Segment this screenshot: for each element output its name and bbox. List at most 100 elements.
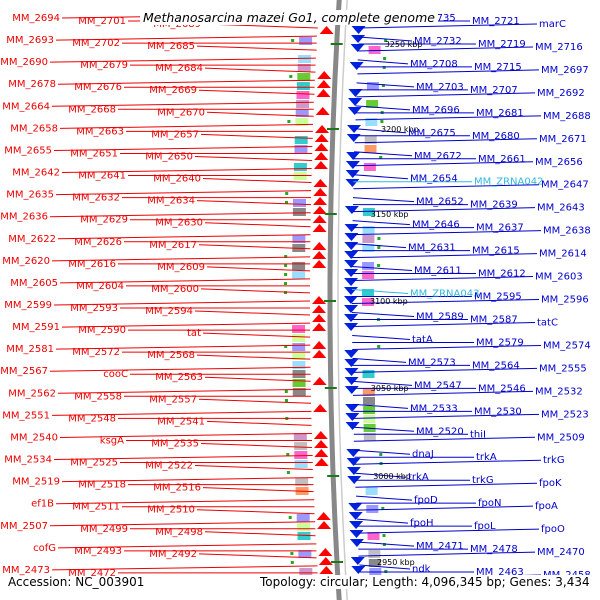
gene-label-right[interactable]: MM_2671 <box>539 134 587 145</box>
gene-label-left[interactable]: MM_2593 <box>70 303 118 314</box>
gene-label-right[interactable]: MM_2547 <box>414 380 462 391</box>
gene-label-left[interactable]: MM_2629 <box>80 215 128 226</box>
gene-label-right[interactable]: MM_2638 <box>543 226 591 237</box>
gene-label-right[interactable]: MM_2478 <box>470 544 518 555</box>
gene-label-right[interactable]: MM_2611 <box>414 266 462 277</box>
gene-label-left[interactable]: MM_2634 <box>147 196 195 207</box>
gene-label-left[interactable]: MM_2685 <box>147 41 195 52</box>
gene-label-left[interactable]: MM_2642 <box>12 168 60 179</box>
gene-label-right[interactable]: MM_2637 <box>476 223 524 234</box>
gene-label-right[interactable]: MM_2715 <box>474 62 522 73</box>
gene-label-right[interactable]: MM_2661 <box>478 154 526 165</box>
gene-label-right[interactable]: tatC <box>537 317 558 328</box>
gene-label-left[interactable]: MM_2655 <box>4 145 52 156</box>
gene-label-right[interactable]: trkA <box>476 452 497 463</box>
gene-label-right[interactable]: MM_2732 <box>414 36 462 47</box>
gene-label-left[interactable]: MM_2563 <box>155 372 203 383</box>
gene-label-right[interactable]: MM_2672 <box>414 151 462 162</box>
gene-label-left[interactable]: MM_2622 <box>8 234 56 245</box>
gene-label-left[interactable]: MM_2684 <box>155 63 203 74</box>
gene-label-left[interactable]: MM_2641 <box>78 171 126 182</box>
gene-label-left[interactable]: MM_2591 <box>12 322 60 333</box>
gene-label-right[interactable]: dnaJ <box>412 449 434 460</box>
gene-label-left[interactable]: MM_2510 <box>147 505 195 516</box>
gene-label-left[interactable]: MM_2557 <box>149 394 197 405</box>
gene-label-right[interactable]: MM_2471 <box>416 541 464 552</box>
gene-label-right[interactable]: MM_2719 <box>478 39 526 50</box>
gene-label-right[interactable]: trkG <box>472 475 494 486</box>
gene-label-left[interactable]: MM_2498 <box>155 527 203 538</box>
gene-label-right[interactable]: MM_2523 <box>541 409 589 420</box>
gene-label-left[interactable]: MM_2701 <box>78 16 126 27</box>
gene-label-left[interactable]: MM_2572 <box>72 347 120 358</box>
gene-label-left[interactable]: MM_2493 <box>74 546 122 557</box>
gene-label-right[interactable]: MM_2643 <box>537 203 585 214</box>
gene-label-right[interactable]: MM_2520 <box>416 426 464 437</box>
gene-label-left[interactable]: MM_2558 <box>74 391 122 402</box>
gene-label-right[interactable]: MM_2612 <box>478 269 526 280</box>
gene-label-right[interactable]: MM_ZRNA042 <box>474 177 543 188</box>
gene-label-left[interactable]: MM_2511 <box>72 502 120 513</box>
gene-label-right[interactable]: MM_2530 <box>474 406 522 417</box>
gene-label-left[interactable]: MM_2668 <box>68 104 116 115</box>
gene-label-left[interactable]: MM_2678 <box>8 79 56 90</box>
gene-label-right[interactable]: ndk <box>412 564 431 575</box>
gene-label-left[interactable]: MM_2658 <box>10 123 58 134</box>
gene-label-right[interactable]: MM_2533 <box>410 403 458 414</box>
gene-label-left[interactable]: tat <box>187 328 201 339</box>
gene-label-right[interactable]: MM_2573 <box>408 357 456 368</box>
gene-label-right[interactable]: fpoH <box>410 518 434 529</box>
gene-label-left[interactable]: MM_2635 <box>6 190 54 201</box>
gene-label-left[interactable]: MM_2540 <box>10 432 58 443</box>
gene-label-left[interactable]: MM_2541 <box>157 416 205 427</box>
gene-label-right[interactable]: MM_2656 <box>535 157 583 168</box>
gene-label-right[interactable]: fpoA <box>535 501 558 512</box>
gene-label-left[interactable]: MM_2620 <box>2 256 50 267</box>
gene-label-left[interactable]: MM_2632 <box>72 193 120 204</box>
gene-label-right[interactable]: MM_2595 <box>474 292 522 303</box>
gene-label-right[interactable]: MM_2721 <box>472 16 520 27</box>
gene-label-left[interactable]: MM_2694 <box>12 13 60 24</box>
gene-label-left[interactable]: MM_2657 <box>151 129 199 140</box>
gene-label-left[interactable]: MM_2472 <box>68 568 116 579</box>
gene-label-left[interactable]: MM_2551 <box>2 410 50 421</box>
gene-label-left[interactable]: MM_2518 <box>78 480 126 491</box>
gene-label-right[interactable]: MM_2696 <box>412 105 460 116</box>
gene-label-left[interactable]: MM_2664 <box>2 101 50 112</box>
gene-label-right[interactable]: MM_2716 <box>535 42 583 53</box>
gene-label-right[interactable]: MM_2615 <box>472 246 520 257</box>
gene-label-right[interactable]: fpoN <box>478 498 501 509</box>
gene-label-left[interactable]: MM_2568 <box>147 350 195 361</box>
gene-label-left[interactable]: MM_2651 <box>70 148 118 159</box>
gene-label-left[interactable]: MM_2616 <box>68 259 116 270</box>
gene-label-left[interactable]: MM_2599 <box>4 300 52 311</box>
gene-label-left[interactable]: MM_2562 <box>8 388 56 399</box>
gene-label-left[interactable]: MM_2669 <box>149 85 197 96</box>
gene-label-right[interactable]: fpoD <box>414 495 438 506</box>
gene-label-left[interactable]: MM_2590 <box>78 325 126 336</box>
gene-label-left[interactable]: MM_2663 <box>76 126 124 137</box>
gene-label-left[interactable]: MM_2507 <box>0 521 48 532</box>
gene-label-left[interactable]: MM_2499 <box>80 524 128 535</box>
gene-label-left[interactable]: MM_2690 <box>0 57 48 68</box>
gene-label-left[interactable]: MM_2626 <box>74 237 122 248</box>
gene-label-left[interactable]: MM_2693 <box>6 35 54 46</box>
gene-label-left[interactable]: MM_2516 <box>153 483 201 494</box>
gene-label-right[interactable]: fpoL <box>474 521 496 532</box>
gene-label-right[interactable]: MM_2703 <box>416 82 464 93</box>
gene-label-left[interactable]: MM_2535 <box>151 438 199 449</box>
gene-label-right[interactable]: fpoO <box>541 524 565 535</box>
gene-label-right[interactable]: MM_2603 <box>535 272 583 283</box>
gene-label-left[interactable]: MM_2600 <box>151 284 199 295</box>
gene-label-right[interactable]: MM_2470 <box>537 547 585 558</box>
gene-label-left[interactable]: MM_2676 <box>74 82 122 93</box>
gene-label-left[interactable]: MM_2650 <box>145 151 193 162</box>
gene-label-right[interactable]: MM_2647 <box>541 180 589 191</box>
gene-label-left[interactable]: MM_2519 <box>12 477 60 488</box>
gene-label-right[interactable]: MM_2546 <box>478 383 526 394</box>
gene-label-left[interactable]: cooC <box>103 369 128 380</box>
gene-label-left[interactable]: MM_2604 <box>76 281 124 292</box>
gene-label-left[interactable]: MM_2548 <box>68 413 116 424</box>
gene-label-right[interactable]: MM_2574 <box>543 340 591 351</box>
gene-label-left[interactable]: MM_2630 <box>155 218 203 229</box>
